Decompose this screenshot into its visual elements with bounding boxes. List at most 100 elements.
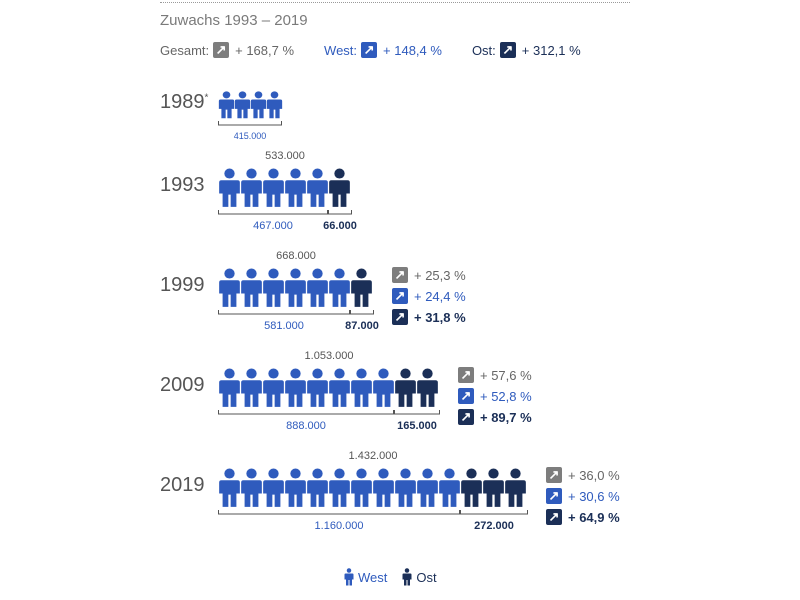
change-value: + 25,3 % [414, 267, 466, 283]
bracket-line [218, 121, 282, 126]
arrow-up-right-icon: ↗ [392, 288, 408, 304]
change-gesamt: ↗ + 57,6 % [458, 366, 532, 384]
year-label: 2009 [160, 374, 205, 396]
change-value: + 36,0 % [568, 467, 620, 483]
person-icon [266, 91, 283, 119]
arrow-up-right-icon: ↗ [361, 42, 378, 58]
change-value: + 31,8 % [414, 309, 466, 325]
arrow-up-right-icon: ↗ [392, 309, 408, 325]
bracket-line [218, 510, 460, 515]
ost-value-label: 87.000 [345, 320, 379, 332]
person-icon [417, 368, 438, 407]
year-label: 1999 [160, 274, 205, 296]
person-icon [351, 468, 372, 507]
change-value: + 52,8 % [480, 388, 532, 404]
top-divider [160, 2, 630, 3]
west-value-label: 467.000 [253, 220, 293, 232]
person-icon [373, 368, 394, 407]
summary-west-label: West: [324, 42, 358, 58]
person-icon [241, 368, 262, 407]
person-icon [218, 91, 235, 119]
person-icon [241, 168, 262, 207]
year-label: 2019 [160, 474, 205, 496]
change-value: + 64,9 % [568, 509, 620, 525]
total-label: 533.000 [265, 150, 305, 162]
legend-label-ost: Ost [416, 569, 437, 585]
year-label: 1989* [160, 91, 209, 113]
person-icon [250, 91, 267, 119]
person-icon [285, 168, 306, 207]
year-label: 1993 [160, 174, 205, 196]
pictogram-row [218, 368, 444, 420]
person-icon [219, 268, 240, 307]
arrow-up-right-icon: ↗ [458, 409, 474, 425]
person-icon [263, 468, 284, 507]
bracket-line [394, 410, 440, 415]
summary-row: Gesamt: ↗ + 168,7 % West: ↗ + 148,4 % Os… [160, 40, 611, 60]
change-value: + 89,7 % [480, 409, 532, 425]
arrow-up-right-icon: ↗ [458, 367, 474, 383]
legend-label-west: West [358, 569, 388, 585]
bracket-line [218, 310, 350, 315]
arrow-up-right-icon: ↗ [546, 509, 562, 525]
change-west: ↗ + 24,4 % [392, 287, 466, 305]
change-percentages: ↗ + 57,6 % ↗ + 52,8 % ↗ + 89,7 % [458, 366, 532, 429]
person-icon [329, 468, 350, 507]
change-gesamt: ↗ + 25,3 % [392, 266, 466, 284]
person-icon [219, 168, 240, 207]
person-icon [395, 468, 416, 507]
total-label: 1.432.000 [348, 450, 398, 462]
summary-west-value: + 148,4 % [383, 42, 442, 58]
arrow-up-right-icon: ↗ [499, 42, 516, 58]
change-value: + 30,6 % [568, 488, 620, 504]
person-icon [307, 268, 328, 307]
west-value-label: 1.160.000 [314, 520, 364, 532]
legend-item-west: West [343, 568, 387, 586]
person-icon [395, 368, 416, 407]
bracket-line [460, 510, 528, 515]
change-percentages: ↗ + 25,3 % ↗ + 24,4 % ↗ + 31,8 % [392, 266, 466, 329]
pictogram-row [218, 168, 356, 220]
bracket-line [328, 210, 352, 215]
change-gesamt: ↗ + 36,0 % [546, 466, 620, 484]
bracket-line [218, 410, 394, 415]
change-ost: ↗ + 31,8 % [392, 308, 466, 326]
arrow-up-right-icon: ↗ [392, 267, 408, 283]
change-value: + 57,6 % [480, 367, 532, 383]
person-icon [329, 168, 350, 207]
change-west: ↗ + 30,6 % [546, 487, 620, 505]
summary-gesamt: Gesamt: ↗ + 168,7 % [160, 42, 294, 58]
summary-ost-value: + 312,1 % [521, 42, 581, 58]
total-label: 1.053.000 [304, 350, 354, 362]
person-icon [351, 268, 372, 307]
change-ost: ↗ + 89,7 % [458, 408, 532, 426]
person-icon [344, 568, 354, 586]
arrow-up-right-icon: ↗ [458, 388, 474, 404]
person-icon [329, 368, 350, 407]
total-label: 668.000 [276, 250, 316, 262]
ost-value-label: 165.000 [397, 420, 437, 432]
person-icon [234, 91, 251, 119]
summary-ost-label: Ost: [471, 42, 496, 58]
ost-value-label: 66.000 [323, 220, 357, 232]
person-icon [402, 568, 412, 586]
west-value-label: 888.000 [286, 420, 326, 432]
person-icon [263, 168, 284, 207]
bracket-line [350, 310, 374, 315]
person-icon [307, 468, 328, 507]
change-percentages: ↗ + 36,0 % ↗ + 30,6 % ↗ + 64,9 % [546, 466, 620, 529]
person-icon [219, 368, 240, 407]
summary-gesamt-value: + 168,7 % [235, 42, 295, 58]
person-icon [461, 468, 482, 507]
person-icon [307, 168, 328, 207]
summary-gesamt-label: Gesamt: [160, 42, 210, 58]
west-value-label: 581.000 [264, 320, 304, 332]
person-icon [241, 268, 262, 307]
arrow-up-right-icon: ↗ [213, 42, 230, 58]
summary-ost: Ost: ↗ + 312,1 % [472, 42, 581, 58]
person-icon [373, 468, 394, 507]
person-icon [483, 468, 504, 507]
west-value-label: 415.000 [233, 131, 267, 141]
bracket-line [218, 210, 328, 215]
person-icon [329, 268, 350, 307]
